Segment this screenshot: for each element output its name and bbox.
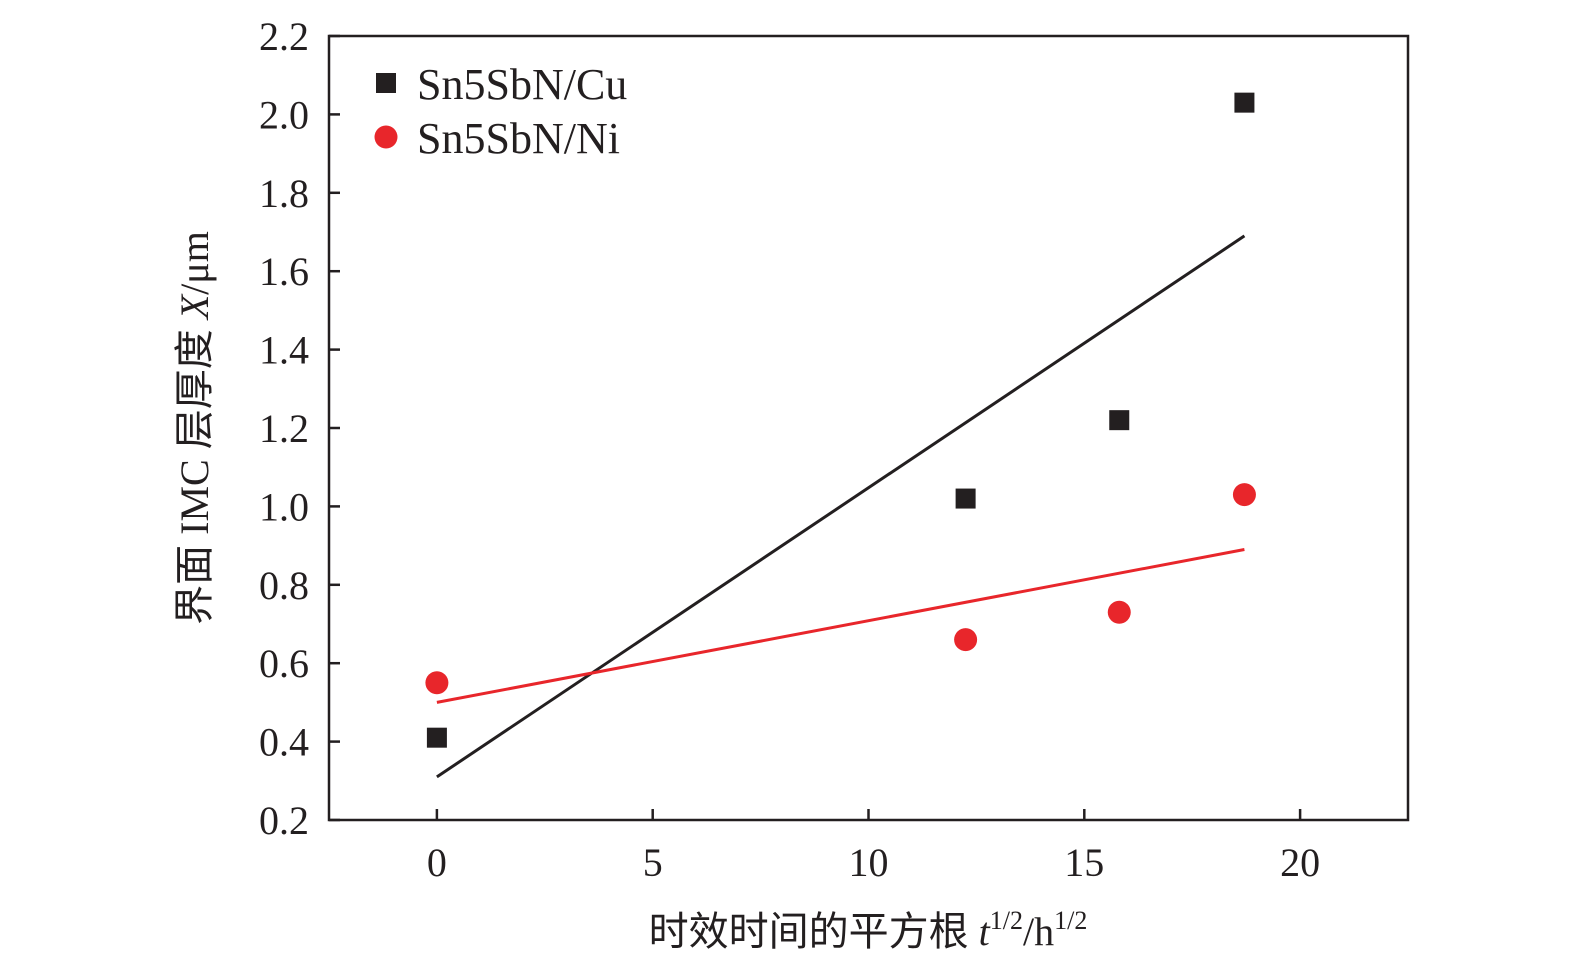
y-tick-label: 0.2	[259, 798, 309, 843]
y-tick-label: 0.4	[259, 720, 309, 765]
x-tick-label: 15	[1064, 840, 1104, 885]
y-tick-label: 1.2	[259, 406, 309, 451]
y-tick-label: 0.8	[259, 563, 309, 608]
point-sn5sbn-cu	[955, 488, 976, 509]
x-tick-label: 20	[1280, 840, 1320, 885]
point-sn5sbn-cu	[1234, 92, 1255, 113]
point-sn5sbn-cu	[1109, 410, 1130, 431]
x-tick-label: 5	[643, 840, 663, 885]
point-sn5sbn-ni	[1107, 600, 1131, 624]
y-tick-label: 1.8	[259, 171, 309, 216]
x-tick-label: 0	[427, 840, 447, 885]
legend-marker-sn5sbn-ni	[374, 125, 398, 149]
point-sn5sbn-ni	[425, 671, 449, 695]
y-tick-label: 1.0	[259, 484, 309, 529]
x-axis-label: 时效时间的平方根 t1/2/h1/2	[649, 906, 1088, 954]
x-tick-label: 10	[849, 840, 889, 885]
point-sn5sbn-ni	[1232, 483, 1256, 507]
y-tick-label: 1.6	[259, 249, 309, 294]
legend-marker-sn5sbn-cu	[376, 73, 396, 93]
y-tick-label: 2.2	[259, 14, 309, 59]
fit-line-sn5sbn-cu	[436, 234, 1246, 779]
fit-line-sn5sbn-ni	[436, 548, 1245, 704]
legend-label-sn5sbn-cu: Sn5SbN/Cu	[417, 60, 627, 109]
legend: Sn5SbN/Cu Sn5SbN/Ni	[374, 60, 627, 163]
point-sn5sbn-ni	[954, 628, 978, 652]
y-axis-label: 界面 IMC 层厚度 X/μm	[172, 231, 217, 625]
y-tick-label: 0.6	[259, 641, 309, 686]
fit-lines	[436, 234, 1246, 779]
legend-label-sn5sbn-ni: Sn5SbN/Ni	[417, 114, 620, 163]
data-points	[425, 92, 1256, 748]
point-sn5sbn-cu	[426, 727, 447, 748]
axes: 0 5 10 15 20 0.2 0.4 0.6 0.8 1.0 1.2 1.4 1.6 1.8 2.0 2.…	[259, 14, 1410, 885]
y-tick-label: 1.4	[259, 328, 309, 373]
y-tick-label: 2.0	[259, 92, 309, 137]
